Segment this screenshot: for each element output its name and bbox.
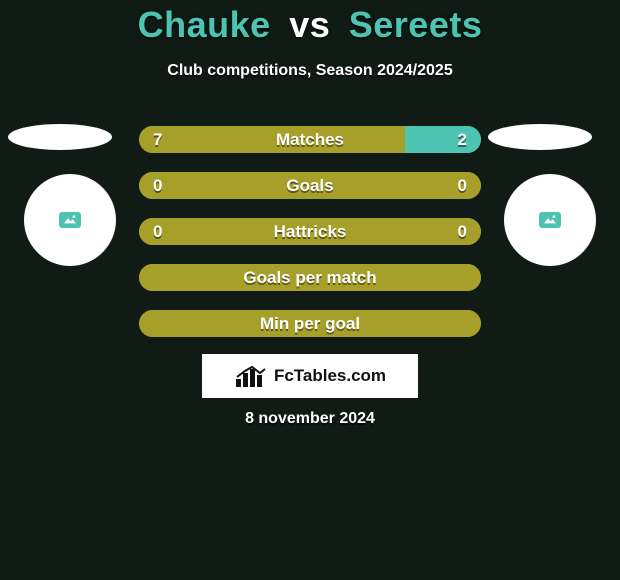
brand-text: FcTables.com <box>274 366 386 386</box>
metric-label: Goals per match <box>243 268 376 288</box>
metric-fill-left <box>139 126 405 153</box>
brand-bars-icon <box>234 363 268 389</box>
metric-value-right: 2 <box>458 130 467 150</box>
avatar-circle-left <box>24 174 116 266</box>
metric-value-left: 7 <box>153 130 162 150</box>
page-title: Chauke vs Sereets <box>0 4 620 46</box>
metric-row: Goals per match <box>139 264 481 291</box>
avatar-ellipse-left <box>8 124 112 150</box>
metric-value-left: 0 <box>153 222 162 242</box>
comparison-infographic: Chauke vs Sereets Club competitions, Sea… <box>0 0 620 580</box>
metric-row: Goals 0 0 <box>139 172 481 199</box>
metric-value-right: 0 <box>458 176 467 196</box>
metric-label: Min per goal <box>260 314 360 334</box>
avatar-circle-right <box>504 174 596 266</box>
avatar-placeholder-icon <box>59 212 81 228</box>
title-player-2: Sereets <box>349 4 483 45</box>
metric-row: Hattricks 0 0 <box>139 218 481 245</box>
metric-value-left: 0 <box>153 176 162 196</box>
metric-value-right: 0 <box>458 222 467 242</box>
metric-label: Hattricks <box>274 222 347 242</box>
subtitle: Club competitions, Season 2024/2025 <box>0 62 620 80</box>
title-vs: vs <box>289 4 330 45</box>
avatar-ellipse-right <box>488 124 592 150</box>
metric-row: Min per goal <box>139 310 481 337</box>
metric-row: Matches 7 2 <box>139 126 481 153</box>
title-player-1: Chauke <box>138 4 271 45</box>
metric-label: Goals <box>286 176 333 196</box>
metrics-container: Matches 7 2 Goals 0 0 Hattricks 0 0 Goals per mat… <box>139 126 481 337</box>
metric-fill-right <box>405 126 481 153</box>
footer-date: 8 november 2024 <box>0 410 620 428</box>
avatar-placeholder-icon <box>539 212 561 228</box>
brand-badge: FcTables.com <box>202 354 418 398</box>
metric-label: Matches <box>276 130 344 150</box>
